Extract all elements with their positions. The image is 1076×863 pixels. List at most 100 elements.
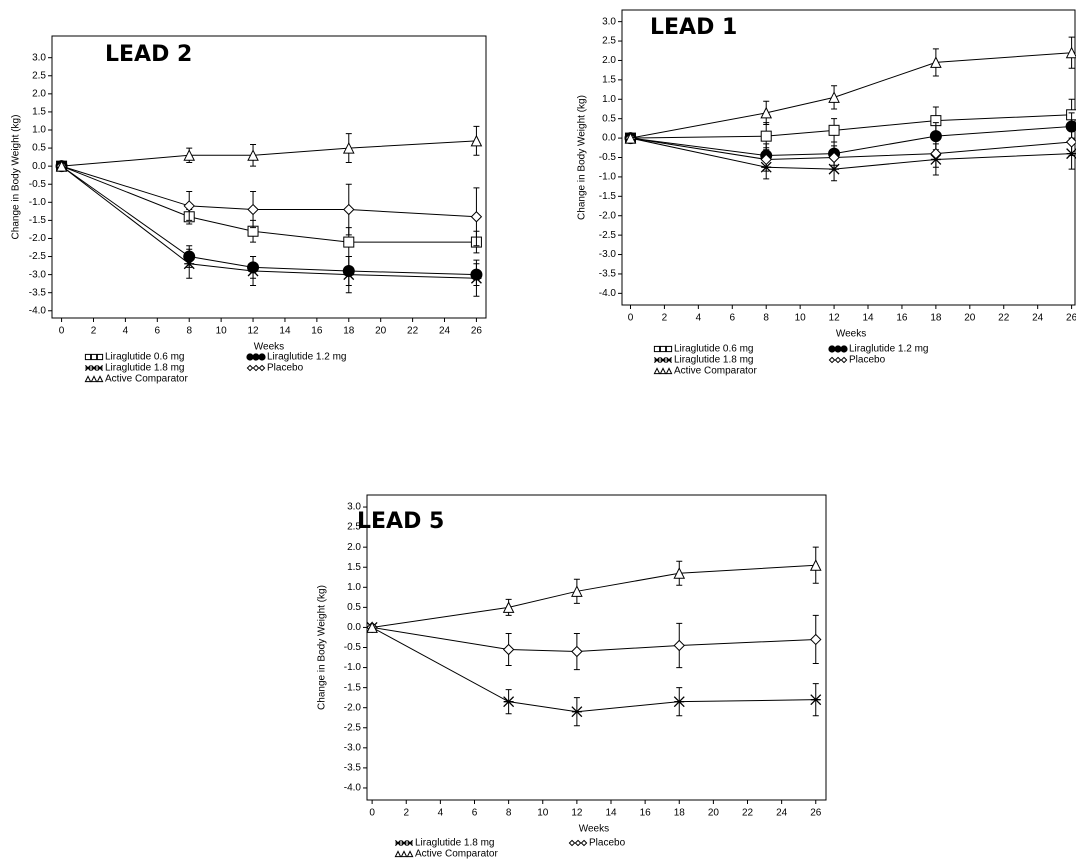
y-axis-label: Change in Body Weight (kg) bbox=[11, 115, 22, 240]
y-tick-label: 0.0 bbox=[32, 161, 46, 172]
data-point bbox=[470, 134, 483, 147]
y-tick-label: -4.0 bbox=[344, 783, 362, 794]
data-point bbox=[673, 567, 686, 579]
y-tick-label: 2.0 bbox=[347, 542, 361, 553]
y-tick-label: 0.0 bbox=[347, 622, 361, 633]
legend-marker bbox=[659, 367, 667, 375]
x-tick-label: 8 bbox=[186, 326, 192, 337]
x-tick-label: 12 bbox=[829, 313, 841, 324]
series-line bbox=[630, 125, 1072, 157]
x-tick-label: 16 bbox=[311, 326, 323, 337]
legend-marker bbox=[400, 839, 408, 847]
y-tick-label: -3.5 bbox=[599, 269, 617, 280]
legend-marker bbox=[246, 353, 254, 361]
data-point bbox=[503, 696, 515, 708]
legend-label: Liraglutide 1.8 mg bbox=[674, 355, 754, 366]
x-tick-label: 16 bbox=[640, 808, 652, 819]
data-point bbox=[810, 633, 822, 646]
x-tick-label: 6 bbox=[472, 808, 478, 819]
data-point bbox=[673, 639, 685, 652]
y-tick-label: 3.0 bbox=[347, 502, 361, 513]
legend-marker bbox=[840, 356, 848, 364]
data-point bbox=[828, 91, 840, 103]
data-point bbox=[55, 160, 68, 172]
data-point bbox=[183, 200, 195, 212]
y-tick-label: -2.5 bbox=[344, 722, 362, 733]
legend-marker bbox=[394, 839, 402, 847]
y-tick-label: -0.5 bbox=[29, 179, 47, 190]
legend-label: Placebo bbox=[849, 355, 886, 366]
y-tick-label: -0.5 bbox=[344, 642, 362, 653]
x-tick-label: 26 bbox=[810, 808, 822, 819]
y-tick-label: 0.5 bbox=[32, 143, 46, 154]
y-tick-label: 1.5 bbox=[602, 75, 616, 86]
data-point bbox=[183, 258, 195, 270]
legend-label: Liraglutide 1.8 mg bbox=[105, 363, 185, 374]
x-tick-label: 10 bbox=[216, 326, 228, 337]
x-tick-label: 4 bbox=[123, 326, 129, 337]
data-point bbox=[470, 211, 483, 223]
y-tick-label: -3.5 bbox=[29, 287, 47, 298]
data-point bbox=[810, 694, 822, 706]
legend-marker bbox=[665, 367, 673, 375]
y-tick-label: -3.0 bbox=[29, 269, 47, 280]
data-point bbox=[809, 559, 822, 571]
x-axis-label: Weeks bbox=[254, 342, 284, 353]
series-line bbox=[61, 165, 477, 279]
x-tick-label: 22 bbox=[407, 326, 419, 337]
legend-label: Active Comparator bbox=[415, 849, 498, 860]
legend-marker bbox=[574, 839, 582, 847]
data-point bbox=[760, 130, 772, 142]
legend-marker bbox=[84, 353, 92, 361]
y-tick-label: -1.5 bbox=[344, 682, 362, 693]
data-point bbox=[571, 585, 583, 597]
data-point bbox=[760, 153, 772, 166]
y-tick-label: 0.5 bbox=[347, 602, 361, 613]
x-tick-label: 10 bbox=[795, 313, 807, 324]
x-tick-label: 12 bbox=[571, 808, 583, 819]
data-point bbox=[1065, 46, 1076, 59]
x-tick-label: 8 bbox=[763, 313, 769, 324]
y-tick-label: -1.0 bbox=[29, 197, 47, 208]
x-tick-label: 0 bbox=[628, 313, 634, 324]
legend-marker bbox=[653, 356, 661, 364]
x-tick-label: 18 bbox=[343, 326, 355, 337]
data-point bbox=[828, 124, 840, 136]
data-point bbox=[760, 106, 773, 119]
legend-marker bbox=[580, 839, 588, 847]
y-tick-label: 2.0 bbox=[32, 88, 46, 99]
x-tick-label: 2 bbox=[91, 326, 97, 337]
y-tick-label: -1.5 bbox=[29, 215, 47, 226]
legend-marker bbox=[96, 364, 104, 372]
y-tick-label: -1.0 bbox=[599, 172, 617, 183]
plot-frame bbox=[621, 9, 1076, 306]
x-tick-label: 4 bbox=[438, 808, 444, 819]
legend-label: Active Comparator bbox=[674, 366, 757, 377]
legend-marker bbox=[665, 345, 673, 353]
y-tick-label: 0.0 bbox=[602, 133, 616, 144]
data-point bbox=[366, 621, 378, 633]
x-tick-label: 20 bbox=[964, 313, 976, 324]
y-tick-label: -2.0 bbox=[344, 702, 362, 713]
legend-marker bbox=[653, 345, 661, 353]
x-tick-label: 18 bbox=[674, 808, 686, 819]
x-tick-label: 14 bbox=[605, 808, 617, 819]
legend-marker bbox=[394, 850, 402, 858]
x-tick-label: 26 bbox=[471, 326, 483, 337]
legend-label: Liraglutide 0.6 mg bbox=[105, 352, 185, 363]
x-tick-label: 2 bbox=[662, 313, 668, 324]
x-tick-label: 10 bbox=[537, 808, 549, 819]
legend-label: Liraglutide 1.2 mg bbox=[849, 344, 929, 355]
legend-marker bbox=[834, 345, 842, 353]
data-point bbox=[1065, 136, 1076, 148]
data-point bbox=[930, 56, 942, 68]
data-point bbox=[571, 706, 583, 718]
x-tick-label: 14 bbox=[862, 313, 874, 324]
chart-title: LEAD 5 bbox=[357, 509, 444, 534]
y-tick-label: 1.0 bbox=[347, 582, 361, 593]
data-point bbox=[1065, 120, 1076, 133]
x-tick-label: 20 bbox=[375, 326, 387, 337]
data-point bbox=[343, 269, 355, 281]
data-point bbox=[673, 696, 685, 708]
legend-marker bbox=[653, 367, 661, 375]
